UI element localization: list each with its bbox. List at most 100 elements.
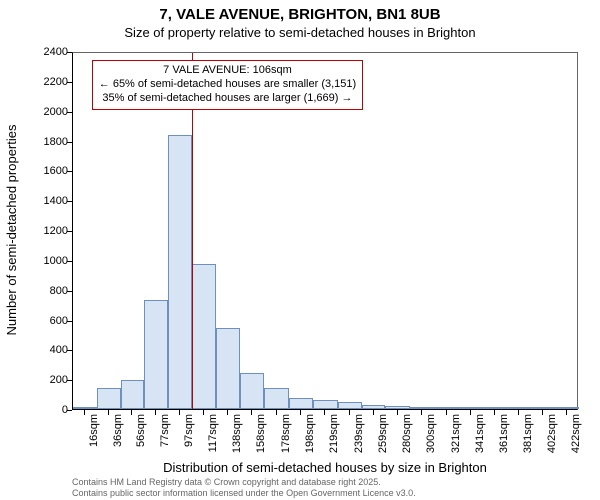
annotation-line3: 35% of semi-detached houses are larger (… xyxy=(99,92,356,106)
histogram-bar xyxy=(289,398,313,409)
y-tick-mark xyxy=(67,261,72,262)
x-tick-mark xyxy=(251,410,252,415)
histogram-bar xyxy=(192,264,216,409)
x-tick-mark xyxy=(131,410,132,415)
x-tick-label: 178sqm xyxy=(280,414,292,453)
annotation-line2: ← 65% of semi-detached houses are smalle… xyxy=(99,78,356,92)
y-axis-label: Number of semi-detached properties xyxy=(4,125,19,336)
histogram-bar xyxy=(410,407,434,409)
x-tick-label: 97sqm xyxy=(183,414,195,447)
x-tick-label: 56sqm xyxy=(135,414,147,447)
y-tick-mark xyxy=(67,321,72,322)
x-tick-mark xyxy=(300,410,301,415)
histogram-bar xyxy=(338,402,362,409)
x-tick-label: 402sqm xyxy=(546,414,558,453)
x-tick-mark xyxy=(324,410,325,415)
x-tick-label: 381sqm xyxy=(522,414,534,453)
y-tick-label: 400 xyxy=(28,344,68,356)
x-tick-label: 361sqm xyxy=(498,414,510,453)
y-tick-label: 200 xyxy=(28,374,68,386)
footer-line2: Contains public sector information licen… xyxy=(72,488,416,498)
histogram-bar xyxy=(434,407,459,409)
y-tick-mark xyxy=(67,201,72,202)
histogram-bar xyxy=(240,373,264,409)
x-tick-label: 16sqm xyxy=(88,414,100,447)
x-tick-mark xyxy=(566,410,567,415)
y-tick-label: 1000 xyxy=(28,255,68,267)
x-tick-label: 117sqm xyxy=(207,414,219,452)
y-tick-label: 1600 xyxy=(28,165,68,177)
y-tick-mark xyxy=(67,410,72,411)
x-tick-label: 422sqm xyxy=(570,414,582,453)
histogram-bar xyxy=(459,407,483,409)
x-tick-mark xyxy=(373,410,374,415)
y-tick-mark xyxy=(67,291,72,292)
y-tick-label: 2200 xyxy=(28,76,68,88)
x-tick-mark xyxy=(494,410,495,415)
x-tick-mark xyxy=(155,410,156,415)
chart-title: 7, VALE AVENUE, BRIGHTON, BN1 8UB xyxy=(0,0,600,23)
x-axis-label: Distribution of semi-detached houses by … xyxy=(72,460,578,475)
x-tick-mark xyxy=(227,410,228,415)
x-tick-label: 300sqm xyxy=(425,414,437,453)
x-tick-label: 280sqm xyxy=(401,414,413,453)
histogram-bar xyxy=(313,400,338,409)
y-tick-label: 2000 xyxy=(28,106,68,118)
y-tick-mark xyxy=(67,380,72,381)
x-tick-mark xyxy=(84,410,85,415)
x-tick-label: 77sqm xyxy=(159,414,171,447)
plot-area: 7 VALE AVENUE: 106sqm ← 65% of semi-deta… xyxy=(72,52,578,410)
x-tick-mark xyxy=(276,410,277,415)
histogram-bar xyxy=(216,328,241,409)
x-tick-mark xyxy=(203,410,204,415)
x-tick-label: 198sqm xyxy=(304,414,316,453)
footer-line1: Contains HM Land Registry data © Crown c… xyxy=(72,477,416,487)
x-tick-mark xyxy=(179,410,180,415)
histogram-bar xyxy=(144,300,168,409)
annotation-box: 7 VALE AVENUE: 106sqm ← 65% of semi-deta… xyxy=(92,60,363,109)
histogram-bar xyxy=(385,406,410,409)
histogram-bar xyxy=(264,388,289,409)
x-tick-label: 259sqm xyxy=(377,414,389,453)
x-tick-label: 36sqm xyxy=(112,414,124,447)
annotation-line1: 7 VALE AVENUE: 106sqm xyxy=(99,64,356,78)
x-tick-label: 239sqm xyxy=(353,414,365,453)
histogram-bar xyxy=(507,407,532,409)
histogram-bar xyxy=(121,380,145,409)
x-tick-label: 321sqm xyxy=(450,414,462,453)
chart-footer: Contains HM Land Registry data © Crown c… xyxy=(72,477,416,498)
x-tick-mark xyxy=(421,410,422,415)
histogram-bar xyxy=(97,388,121,409)
x-tick-mark xyxy=(349,410,350,415)
x-tick-label: 158sqm xyxy=(255,414,267,453)
chart-subtitle: Size of property relative to semi-detach… xyxy=(0,25,600,40)
x-tick-mark xyxy=(397,410,398,415)
x-tick-label: 219sqm xyxy=(328,414,340,453)
x-tick-mark xyxy=(108,410,109,415)
y-tick-mark xyxy=(67,82,72,83)
x-tick-label: 138sqm xyxy=(231,414,243,453)
x-tick-mark xyxy=(470,410,471,415)
x-tick-mark xyxy=(542,410,543,415)
histogram-bar xyxy=(531,407,555,409)
y-tick-label: 2400 xyxy=(28,46,68,58)
y-tick-mark xyxy=(67,142,72,143)
y-tick-mark xyxy=(67,231,72,232)
y-tick-label: 800 xyxy=(28,285,68,297)
histogram-bar xyxy=(168,135,192,409)
histogram-bar xyxy=(483,407,507,409)
y-tick-mark xyxy=(67,171,72,172)
y-tick-label: 1800 xyxy=(28,136,68,148)
y-tick-label: 0 xyxy=(28,404,68,416)
x-tick-mark xyxy=(446,410,447,415)
y-tick-label: 1400 xyxy=(28,195,68,207)
histogram-bar xyxy=(555,407,579,409)
x-tick-label: 341sqm xyxy=(474,414,486,453)
x-tick-mark xyxy=(518,410,519,415)
y-tick-mark xyxy=(67,350,72,351)
y-tick-mark xyxy=(67,112,72,113)
y-tick-label: 1200 xyxy=(28,225,68,237)
y-tick-mark xyxy=(67,52,72,53)
histogram-bar xyxy=(362,405,386,409)
histogram-bar xyxy=(73,407,97,409)
